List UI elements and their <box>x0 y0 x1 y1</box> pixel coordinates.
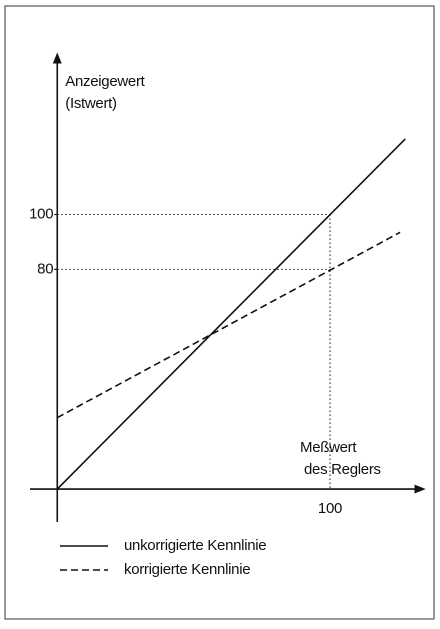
y-tick-label: 80 <box>37 260 53 277</box>
y-axis-label: Anzeigewert <box>65 73 145 90</box>
x-axis-label: Meßwert <box>300 439 357 456</box>
legend-label: korrigierte Kennlinie <box>124 561 250 578</box>
legend-label: unkorrigierte Kennlinie <box>124 537 266 554</box>
frame <box>4 5 435 620</box>
x-axis-label: des Reglers <box>304 461 381 478</box>
series-line <box>56 231 401 419</box>
x-tick-label: 100 <box>318 500 342 517</box>
y-tick-label: 100 <box>29 205 53 222</box>
series-line <box>56 138 406 490</box>
y-axis-label: (Istwert) <box>65 95 117 112</box>
